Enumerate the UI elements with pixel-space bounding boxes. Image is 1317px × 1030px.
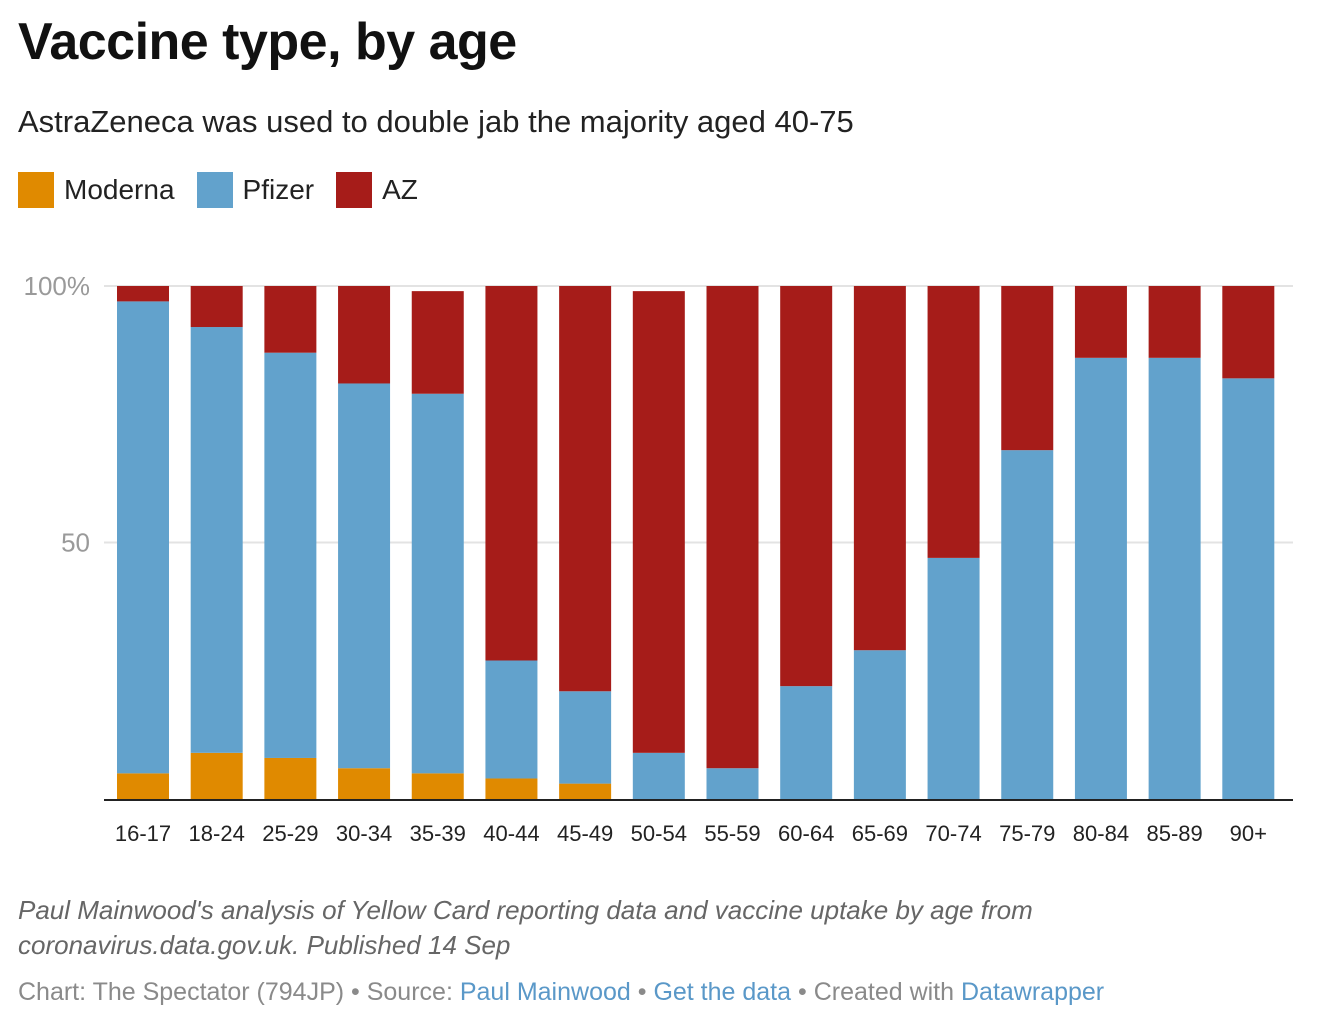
bar-moderna-16-17 <box>117 773 169 799</box>
legend-swatch-az <box>336 172 373 208</box>
bar-pfizer-70-74 <box>927 557 980 799</box>
x-tick-label-50-54: 50-54 <box>631 821 687 846</box>
bar-az-65-69 <box>853 286 906 651</box>
y-tick-label-1: 50 <box>61 528 90 558</box>
legend-swatch-pfizer <box>196 172 233 208</box>
x-tick-label-16-17: 16-17 <box>115 821 171 846</box>
legend-label-az: AZ <box>382 174 418 205</box>
legend-item-moderna: Moderna <box>18 172 175 208</box>
bar-pfizer-75-79 <box>1001 450 1054 799</box>
bar-pfizer-85-89 <box>1148 357 1201 799</box>
bar-pfizer-65-69 <box>853 650 906 799</box>
bar-pfizer-60-64 <box>780 686 833 799</box>
bar-pfizer-50-54 <box>632 752 685 799</box>
bar-moderna-45-49 <box>559 783 612 799</box>
bar-pfizer-18-24 <box>190 327 243 753</box>
x-tick-label-90+: 90+ <box>1230 821 1267 846</box>
bar-az-70-74 <box>927 286 980 558</box>
bar-az-60-64 <box>780 286 833 687</box>
x-tick-label-45-49: 45-49 <box>557 821 613 846</box>
bar-pfizer-80-84 <box>1074 357 1127 799</box>
bar-pfizer-30-34 <box>338 383 391 769</box>
x-tick-label-65-69: 65-69 <box>852 821 908 846</box>
bar-az-30-34 <box>338 286 391 384</box>
bar-az-25-29 <box>264 286 317 353</box>
bar-az-18-24 <box>190 286 243 328</box>
legend: Moderna Pfizer AZ <box>18 172 440 208</box>
stacked-bar-chart: 100% 50 16-17 18-24 25-29 30-34 35-39 40-44 45-4… <box>24 271 1293 846</box>
bar-az-35-39 <box>411 291 464 394</box>
legend-label-moderna: Moderna <box>64 174 175 205</box>
x-tick-label-70-74: 70-74 <box>925 821 981 846</box>
bar-moderna-30-34 <box>338 768 391 799</box>
x-tick-label-55-59: 55-59 <box>704 821 760 846</box>
bar-az-16-17 <box>117 286 169 302</box>
bar-pfizer-35-39 <box>411 393 464 774</box>
chart-subtitle: AstraZeneca was used to double jab the m… <box>18 104 854 139</box>
bar-pfizer-45-49 <box>559 691 612 784</box>
footer-separator: • <box>630 978 654 1006</box>
x-tick-label-35-39: 35-39 <box>410 821 466 846</box>
bar-az-90+ <box>1222 286 1275 379</box>
bar-az-40-44 <box>485 286 538 661</box>
chart-title: Vaccine type, by age <box>18 13 517 71</box>
bar-pfizer-16-17 <box>117 301 169 774</box>
x-tick-label-18-24: 18-24 <box>189 821 245 846</box>
legend-item-pfizer: Pfizer <box>196 172 315 208</box>
footer-prefix: Chart: The Spectator (794JP) • Source: <box>18 978 460 1006</box>
source-link[interactable]: Paul Mainwood <box>459 978 631 1006</box>
x-tick-label-40-44: 40-44 <box>483 821 539 846</box>
bar-pfizer-40-44 <box>485 660 538 779</box>
bar-moderna-18-24 <box>190 752 243 799</box>
legend-swatch-moderna <box>18 172 54 208</box>
get-data-link[interactable]: Get the data <box>653 978 792 1006</box>
bar-moderna-40-44 <box>485 778 538 799</box>
chart-notes: Paul Mainwood's analysis of Yellow Card … <box>18 895 1033 960</box>
x-tick-label-75-79: 75-79 <box>999 821 1055 846</box>
bar-az-75-79 <box>1001 286 1054 451</box>
bar-az-45-49 <box>559 286 612 692</box>
bar-moderna-25-29 <box>264 757 317 799</box>
x-tick-label-85-89: 85-89 <box>1146 821 1202 846</box>
y-tick-label-0: 100% <box>24 271 91 301</box>
x-tick-label-30-34: 30-34 <box>336 821 392 846</box>
bar-az-85-89 <box>1148 286 1201 358</box>
x-tick-label-80-84: 80-84 <box>1073 821 1129 846</box>
x-tick-label-25-29: 25-29 <box>262 821 318 846</box>
bar-pfizer-90+ <box>1222 378 1275 799</box>
legend-label-pfizer: Pfizer <box>242 174 315 205</box>
x-tick-label-60-64: 60-64 <box>778 821 834 846</box>
bar-pfizer-25-29 <box>264 352 317 758</box>
bar-az-80-84 <box>1074 286 1127 358</box>
bar-az-50-54 <box>632 291 685 753</box>
bar-pfizer-55-59 <box>706 768 759 799</box>
legend-item-az: AZ <box>336 172 418 208</box>
chart-footer: Chart: The Spectator (794JP) • Source: P… <box>18 978 1104 1007</box>
bar-moderna-35-39 <box>411 773 464 799</box>
datawrapper-link[interactable]: Datawrapper <box>960 978 1105 1006</box>
bar-az-55-59 <box>706 286 759 769</box>
footer-created: • Created with <box>791 978 961 1006</box>
